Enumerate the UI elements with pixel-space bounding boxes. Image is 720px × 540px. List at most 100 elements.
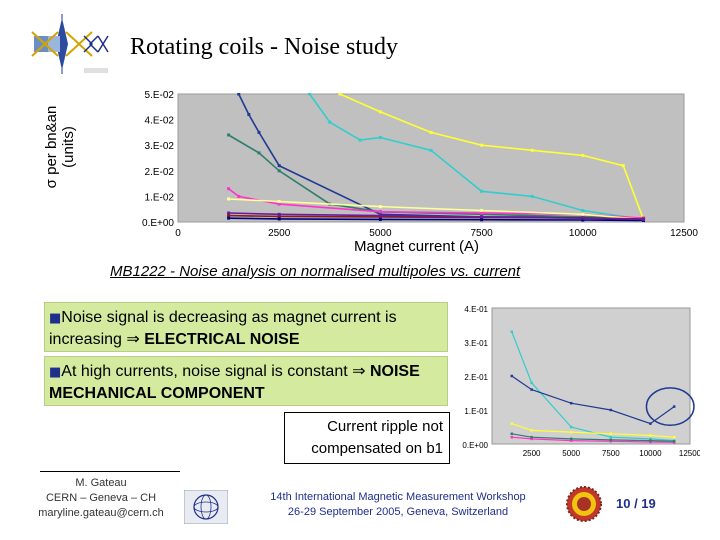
data-point (649, 422, 652, 425)
author-name: M. Gateau (75, 477, 127, 489)
x-tick-label: 10000 (639, 449, 662, 458)
data-point (378, 210, 382, 214)
data-point (227, 197, 231, 201)
workshop-dates: 26-29 September 2005, Geneva, Switzerlan… (287, 506, 509, 518)
data-point (378, 205, 382, 209)
data-point (581, 208, 585, 212)
data-point (530, 381, 533, 385)
data-point (277, 217, 281, 221)
x-tick-label: 7500 (602, 449, 620, 458)
data-point (609, 438, 613, 442)
data-point (227, 211, 231, 215)
data-point (227, 214, 231, 218)
data-point (581, 212, 585, 216)
chart-caption: MB1222 - Noise analysis on normalised mu… (110, 263, 521, 280)
data-point (480, 143, 484, 147)
y-tick-label: 4.E-01 (464, 305, 488, 314)
data-point (621, 164, 625, 168)
data-point (338, 93, 342, 96)
series-line-4 (511, 436, 675, 443)
y-tick-label: 1.E-02 (145, 192, 175, 203)
data-point (378, 110, 382, 114)
data-point (569, 439, 573, 442)
main-noise-chart: 0.E+00 1.E-02 2.E-02 3.E-02 4.E-02 5.E-02 0 250… (142, 90, 698, 239)
data-point (328, 120, 332, 124)
series-group (510, 330, 676, 444)
note-1-text: Noise signal is decreasing as magnet cur… (49, 309, 397, 348)
data-point (569, 437, 573, 441)
ripple-callout: Current ripple not compensated on b1 (284, 412, 450, 464)
data-point (480, 218, 484, 222)
x-tick-label: 12500 (679, 449, 700, 458)
series-group (227, 93, 646, 222)
x-tick-label: 5000 (369, 228, 392, 239)
data-point (227, 133, 231, 137)
data-point (530, 148, 534, 152)
page-number: 10 / 19 (616, 496, 656, 511)
plot-area (177, 93, 685, 223)
data-point (277, 202, 281, 206)
data-point (649, 439, 652, 442)
main-chart-x-axis-label: Magnet current (A) (354, 238, 480, 255)
author-affiliation: CERN – Geneva – CH (45, 492, 157, 504)
data-point (530, 194, 534, 198)
data-point (480, 211, 484, 215)
data-point (480, 208, 484, 212)
x-tick-label: 5000 (562, 449, 580, 458)
author-footer: M. Gateau CERN – Geneva – CH maryline.ga… (30, 466, 180, 526)
data-point (569, 425, 573, 429)
y-tick-label: 0.E+00 (462, 441, 488, 450)
series-line-1 (511, 331, 675, 442)
data-point (480, 215, 484, 219)
data-point (277, 214, 281, 218)
bullet-icon: ■ (49, 365, 62, 380)
y-axis-label-line-1: σ per bn&an (43, 105, 60, 189)
y-tick-label: 5.E-02 (145, 90, 175, 101)
y-tick-label: 0.E+00 (142, 218, 174, 229)
series-line-2 (339, 93, 645, 220)
b1-noise-chart: 0.E+00 1.E-01 2.E-01 3.E-01 4.E-01 2500 5000 75… (462, 305, 700, 458)
y-tick-label: 2.E-02 (145, 167, 175, 178)
data-point (510, 422, 514, 425)
data-point (257, 151, 261, 155)
data-point (257, 130, 261, 134)
series-line-4 (228, 134, 644, 219)
data-point (642, 217, 646, 221)
x-tick-label: 2500 (268, 228, 291, 239)
series-line-9 (228, 212, 644, 221)
ripple-highlight-ellipse (645, 387, 695, 427)
note-electrical-noise: ■Noise signal is decreasing as magnet cu… (44, 302, 448, 352)
y-tick-label: 1.E-01 (464, 407, 488, 416)
main-chart-y-axis-label: σ per bn&an (units) (32, 92, 88, 202)
data-point (581, 153, 585, 157)
y-tick-label: 3.E-02 (145, 141, 175, 152)
bullet-icon: ■ (49, 311, 62, 326)
note-1-emphasis: ELECTRICAL NOISE (144, 331, 300, 348)
slide-title: Rotating coils - Noise study (130, 34, 398, 60)
data-point (510, 330, 514, 334)
y-tick-label: 2.E-01 (464, 373, 488, 382)
data-point (277, 169, 281, 173)
immw-logo-icon (31, 14, 109, 74)
data-point (609, 408, 613, 412)
x-tick-label: 12500 (670, 228, 698, 239)
data-point (378, 214, 382, 218)
data-point (227, 216, 231, 220)
data-point (649, 437, 652, 441)
data-point (530, 437, 533, 441)
note-mechanical-noise: ■At high currents, noise signal is const… (44, 356, 448, 406)
author-email: maryline.gateau@cern.ch (38, 507, 164, 519)
series-line-8 (228, 217, 644, 222)
x-tick-label: 0 (175, 228, 181, 239)
x-tick-label: 2500 (523, 449, 541, 458)
data-point (277, 164, 281, 168)
workshop-name: 14th International Magnetic Measurement … (270, 491, 526, 503)
data-point (277, 212, 281, 216)
data-point (609, 435, 613, 439)
data-point (581, 216, 585, 220)
data-point (672, 440, 676, 443)
data-point (569, 430, 573, 434)
y-tick-label: 4.E-02 (145, 116, 175, 127)
data-point (227, 187, 231, 191)
data-point (308, 93, 312, 96)
